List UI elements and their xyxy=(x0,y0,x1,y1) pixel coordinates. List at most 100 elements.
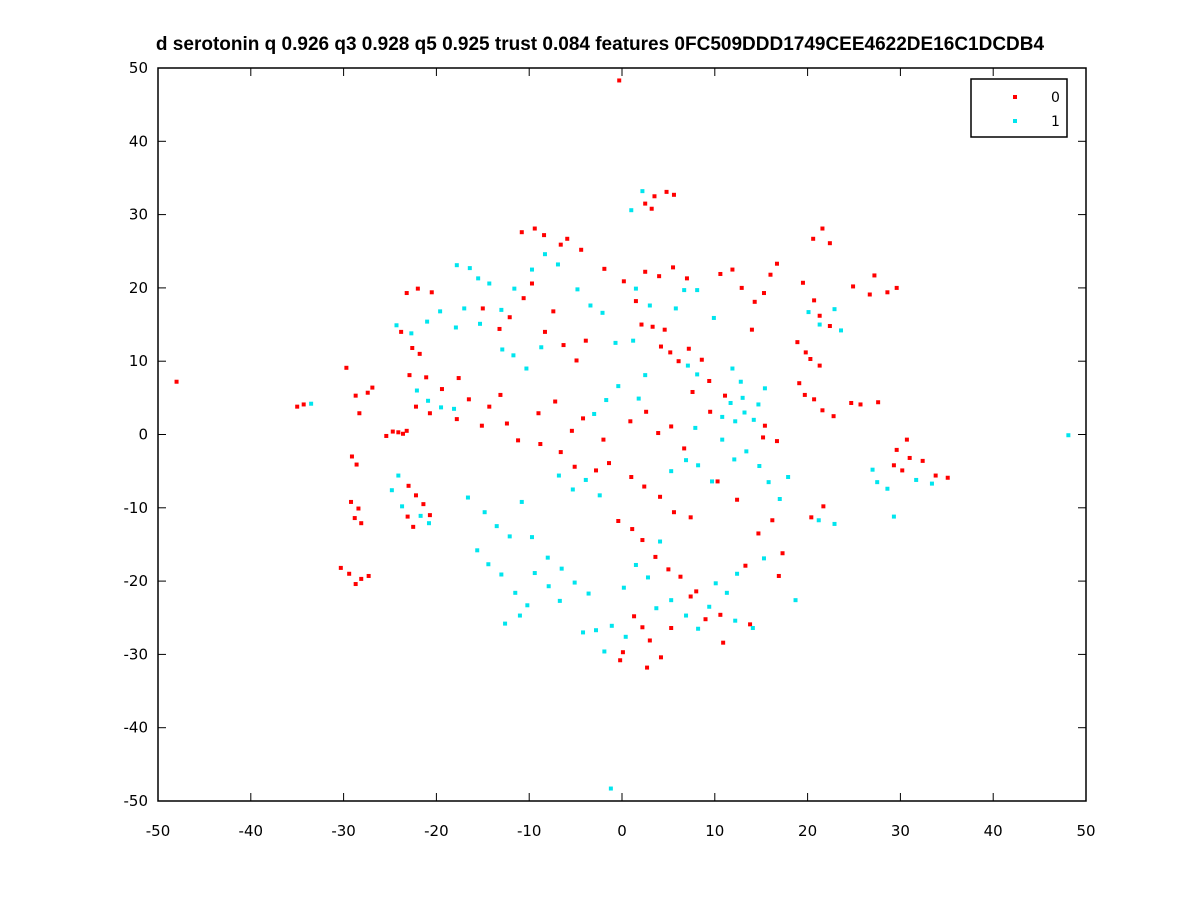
x-axis: -50 -40 -30 -20 -10 0 10 20 30 40 50 xyxy=(146,68,1096,840)
data-point xyxy=(718,612,723,617)
data-point xyxy=(690,389,695,394)
data-point xyxy=(636,396,641,401)
data-point xyxy=(682,446,687,451)
data-point xyxy=(545,555,550,560)
data-point xyxy=(735,497,740,502)
data-point xyxy=(572,464,577,469)
data-point xyxy=(671,510,676,515)
data-point xyxy=(1066,433,1071,438)
data-point xyxy=(427,513,432,518)
data-point xyxy=(732,457,737,462)
x-tick-label: 10 xyxy=(705,822,724,840)
data-point xyxy=(503,621,508,626)
data-point xyxy=(808,357,813,362)
data-point xyxy=(570,487,575,492)
data-point xyxy=(478,321,483,326)
data-point xyxy=(513,590,518,595)
data-point xyxy=(497,326,502,331)
data-point xyxy=(532,226,537,231)
data-point xyxy=(409,331,414,336)
data-point xyxy=(647,303,652,308)
data-points xyxy=(174,78,1071,791)
y-tick-label: -40 xyxy=(124,719,149,737)
data-point xyxy=(644,409,649,414)
data-point xyxy=(658,494,663,499)
data-point xyxy=(575,287,580,292)
data-point xyxy=(914,477,919,482)
data-point xyxy=(581,416,586,421)
data-point xyxy=(359,521,364,526)
data-point xyxy=(536,411,541,416)
data-point xyxy=(613,340,618,345)
data-point xyxy=(400,431,405,436)
data-point xyxy=(621,279,626,284)
legend-box xyxy=(970,78,1068,138)
data-point xyxy=(482,510,487,515)
data-point xyxy=(684,613,689,618)
data-point xyxy=(933,473,938,478)
data-point xyxy=(390,429,395,434)
data-point xyxy=(608,786,613,791)
data-point xyxy=(429,290,434,295)
data-point xyxy=(756,402,761,407)
data-point xyxy=(713,581,718,586)
data-point xyxy=(417,351,422,356)
data-point xyxy=(803,350,808,355)
data-point xyxy=(542,329,547,334)
data-point xyxy=(427,411,432,416)
data-point xyxy=(684,276,689,281)
data-point xyxy=(777,497,782,502)
data-point xyxy=(945,475,950,480)
data-point xyxy=(658,344,663,349)
data-point xyxy=(572,580,577,585)
data-point xyxy=(774,439,779,444)
data-point xyxy=(666,567,671,572)
data-point xyxy=(809,515,814,520)
data-point xyxy=(532,571,537,576)
data-point xyxy=(574,358,579,363)
data-point xyxy=(633,299,638,304)
x-tick-label: 30 xyxy=(891,822,910,840)
data-point xyxy=(494,524,499,529)
data-point xyxy=(594,468,599,473)
data-point xyxy=(656,431,661,436)
data-point xyxy=(715,479,720,484)
data-point xyxy=(452,406,457,411)
data-point xyxy=(640,189,645,194)
data-point xyxy=(467,266,472,271)
data-point xyxy=(929,481,934,486)
data-point xyxy=(338,565,343,570)
data-point xyxy=(645,575,650,580)
data-point xyxy=(396,473,401,478)
data-point xyxy=(617,78,622,83)
data-point xyxy=(640,538,645,543)
data-point xyxy=(740,395,745,400)
legend-marker xyxy=(1013,119,1017,123)
data-point xyxy=(657,274,662,279)
data-point xyxy=(602,649,607,654)
data-point xyxy=(774,261,779,266)
data-point xyxy=(738,379,743,384)
data-point xyxy=(817,363,822,368)
data-point xyxy=(602,266,607,271)
data-point xyxy=(301,402,306,407)
x-tick-label: 50 xyxy=(1076,822,1095,840)
data-point xyxy=(858,402,863,407)
data-point xyxy=(695,288,700,293)
data-point xyxy=(542,233,547,238)
data-point xyxy=(353,582,358,587)
data-point xyxy=(920,458,925,463)
legend-marker xyxy=(1013,95,1017,99)
data-point xyxy=(718,271,723,276)
data-point xyxy=(762,386,767,391)
data-point xyxy=(607,461,612,466)
data-point xyxy=(645,665,650,670)
data-point xyxy=(786,475,791,480)
data-point xyxy=(695,372,700,377)
data-point xyxy=(588,303,593,308)
data-point xyxy=(476,276,481,281)
data-point xyxy=(454,417,459,422)
data-point xyxy=(498,392,503,397)
data-point xyxy=(465,495,470,500)
chart-title: d serotonin q 0.926 q3 0.928 q5 0.925 tr… xyxy=(156,34,1045,55)
